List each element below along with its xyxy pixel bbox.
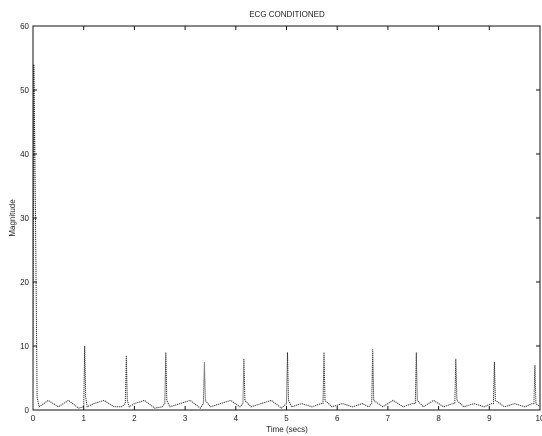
x-tick-label-6: 6 <box>335 414 340 423</box>
x-tick-label-1: 1 <box>81 414 86 423</box>
x-tick-label-9: 9 <box>487 414 492 423</box>
x-tick-label-5: 5 <box>284 414 289 423</box>
y-tick-label-60: 60 <box>20 22 29 31</box>
chart-title: ECG CONDITIONED <box>249 10 325 19</box>
x-tick-label-8: 8 <box>436 414 441 423</box>
y-tick-label-20: 20 <box>20 278 29 287</box>
y-tick-label-0: 0 <box>25 406 30 415</box>
x-tick-label-3: 3 <box>183 414 188 423</box>
y-tick-label-10: 10 <box>20 342 29 351</box>
y-tick-label-40: 40 <box>20 150 29 159</box>
x-tick-label-10: 10 <box>536 414 542 423</box>
y-axis-label: Magnitude <box>8 199 17 237</box>
y-axis-ticks: 0 10 20 30 40 50 60 <box>20 22 540 415</box>
x-tick-label-2: 2 <box>132 414 137 423</box>
x-tick-label-0: 0 <box>31 414 36 423</box>
plot-frame <box>32 25 541 411</box>
y-tick-label-50: 50 <box>20 86 29 95</box>
ecg-signal-line <box>32 64 541 411</box>
y-tick-label-30: 30 <box>20 214 29 223</box>
x-axis-label: Time (secs) <box>266 425 308 434</box>
x-axis-ticks: 0 1 2 3 4 5 6 7 8 9 10 <box>31 26 542 423</box>
x-tick-label-4: 4 <box>234 414 239 423</box>
x-tick-label-7: 7 <box>386 414 391 423</box>
